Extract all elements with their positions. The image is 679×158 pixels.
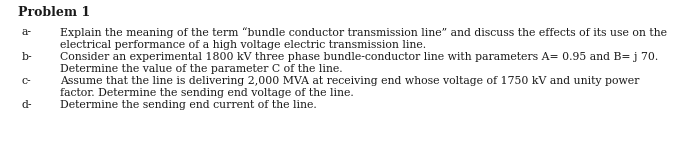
Text: c-: c-: [22, 76, 32, 86]
Text: electrical performance of a high voltage electric transmission line.: electrical performance of a high voltage…: [60, 40, 426, 50]
Text: factor. Determine the sending end voltage of the line.: factor. Determine the sending end voltag…: [60, 88, 354, 98]
Text: b-: b-: [22, 52, 33, 62]
Text: Determine the sending end current of the line.: Determine the sending end current of the…: [60, 100, 316, 110]
Text: Determine the value of the parameter C of the line.: Determine the value of the parameter C o…: [60, 64, 343, 74]
Text: Assume that the line is delivering 2,000 MVA at receiving end whose voltage of 1: Assume that the line is delivering 2,000…: [60, 76, 640, 86]
Text: Consider an experimental 1800 kV three phase bundle-conductor line with paramete: Consider an experimental 1800 kV three p…: [60, 52, 658, 62]
Text: Problem 1: Problem 1: [18, 6, 90, 19]
Text: Explain the meaning of the term “bundle conductor transmission line” and discuss: Explain the meaning of the term “bundle …: [60, 27, 667, 38]
Text: d-: d-: [22, 100, 33, 110]
Text: a-: a-: [22, 27, 32, 37]
